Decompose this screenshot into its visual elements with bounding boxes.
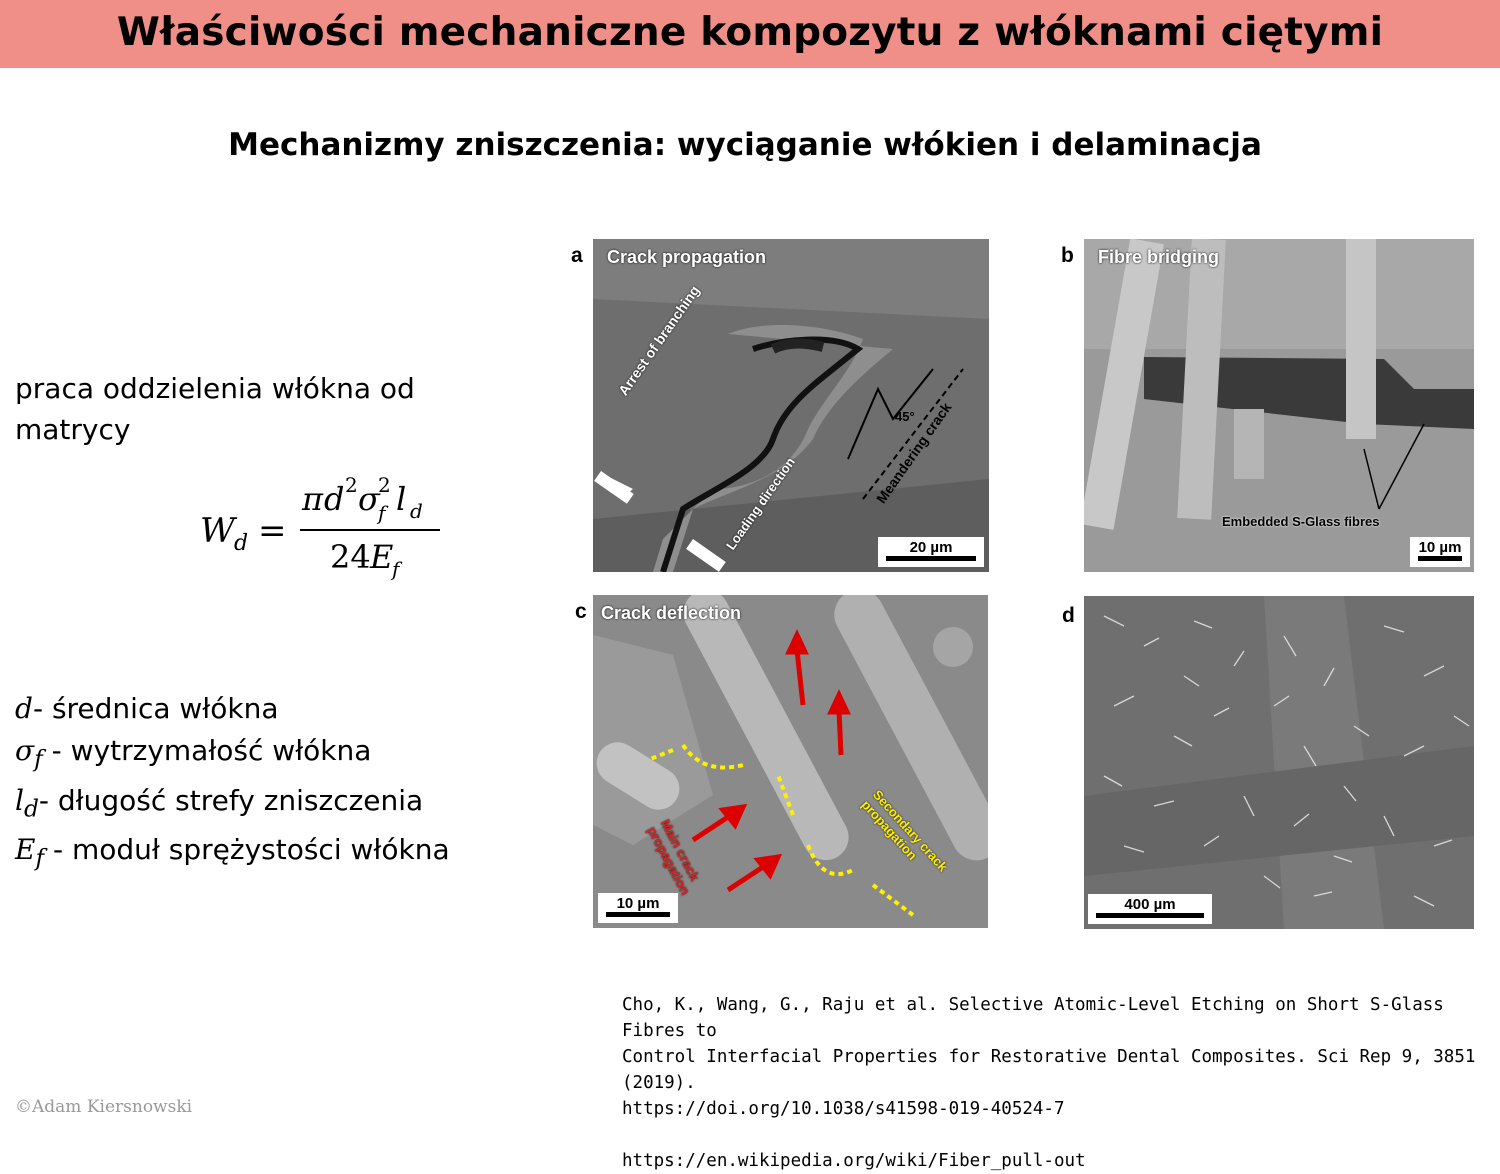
formula-equals: = (258, 511, 287, 551)
sem-image-crack-propagation: Crack propagation Arrest of branching Me… (593, 239, 989, 572)
caption-crack-propagation: Crack propagation (607, 247, 767, 267)
scalebar-d: 400 µm (1088, 894, 1212, 924)
panel-letter-d: d (1062, 604, 1075, 627)
formula-d: d (324, 480, 344, 518)
citation-line: Cho, K., Wang, G., Raju et al. Selective… (622, 995, 1444, 1041)
definition-row: Ef - moduł sprężystości włókna (15, 833, 450, 872)
formula-den-coef: 24 (330, 538, 371, 576)
citation: Cho, K., Wang, G., Raju et al. Selective… (622, 992, 1482, 1174)
formula-d-sup: 2 (345, 473, 358, 497)
slide-title: Właściwości mechaniczne kompozytu z włók… (116, 10, 1384, 55)
slide-subtitle: Mechanizmy zniszczenia: wyciąganie włóki… (228, 127, 1262, 163)
formula: W d = π d 2 σ 2 f l d 24 E f (200, 470, 460, 590)
scalebar-a: 20 µm (878, 537, 984, 567)
formula-lhs-sub: d (234, 531, 248, 556)
caption-fibre-bridging: Fibre bridging (1098, 247, 1219, 267)
panel-letter-b: b (1061, 244, 1074, 267)
formula-pi: π (301, 480, 324, 518)
formula-den-E: E (369, 538, 393, 576)
caption-crack-deflection: Crack deflection (601, 603, 742, 623)
formula-l: l (396, 480, 406, 518)
formula-den-E-sub: f (390, 557, 403, 581)
sem-image-fibre-bridging: Fibre bridging Embedded S-Glass fibres 1… (1084, 239, 1474, 572)
scalebar-c: 10 µm (598, 893, 678, 923)
formula-l-sub: d (410, 499, 423, 523)
formula-lhs: W (200, 511, 238, 551)
symbol-definitions: d- średnica włókna σf - wytrzymałość włó… (15, 688, 450, 879)
lead-text: praca oddzielenia włókna od matrycy (15, 372, 415, 446)
copyright: ©Adam Kiersnowski (15, 1097, 193, 1117)
formula-sigma-sup: 2 (378, 473, 391, 497)
label-embedded-fibres: Embedded S-Glass fibres (1222, 514, 1380, 529)
panel-letter-a: a (571, 244, 583, 267)
label-angle: 45° (895, 409, 915, 424)
citation-doi-link[interactable]: https://doi.org/10.1038/s41598-019-40524… (622, 1099, 1065, 1119)
definition-row: σf - wytrzymałość włókna (15, 734, 372, 773)
sem-image-fibre-distribution: 400 µm (1084, 596, 1474, 929)
definition-row: ld- długość strefy zniszczenia (15, 783, 424, 823)
definition-row: d- średnica włókna (15, 692, 279, 725)
scalebar-b: 10 µm (1410, 537, 1470, 567)
formula-sigma-sub: f (376, 501, 389, 525)
citation-wiki-link[interactable]: https://en.wikipedia.org/wiki/Fiber_pull… (622, 1151, 1086, 1171)
citation-line: Control Interfacial Properties for Resto… (622, 1047, 1476, 1093)
title-bar (0, 0, 1500, 68)
formula-sigma: σ (358, 480, 381, 518)
sem-image-crack-deflection: Crack deflection Main crack propagation … (593, 595, 988, 928)
panel-letter-c: c (575, 600, 587, 623)
